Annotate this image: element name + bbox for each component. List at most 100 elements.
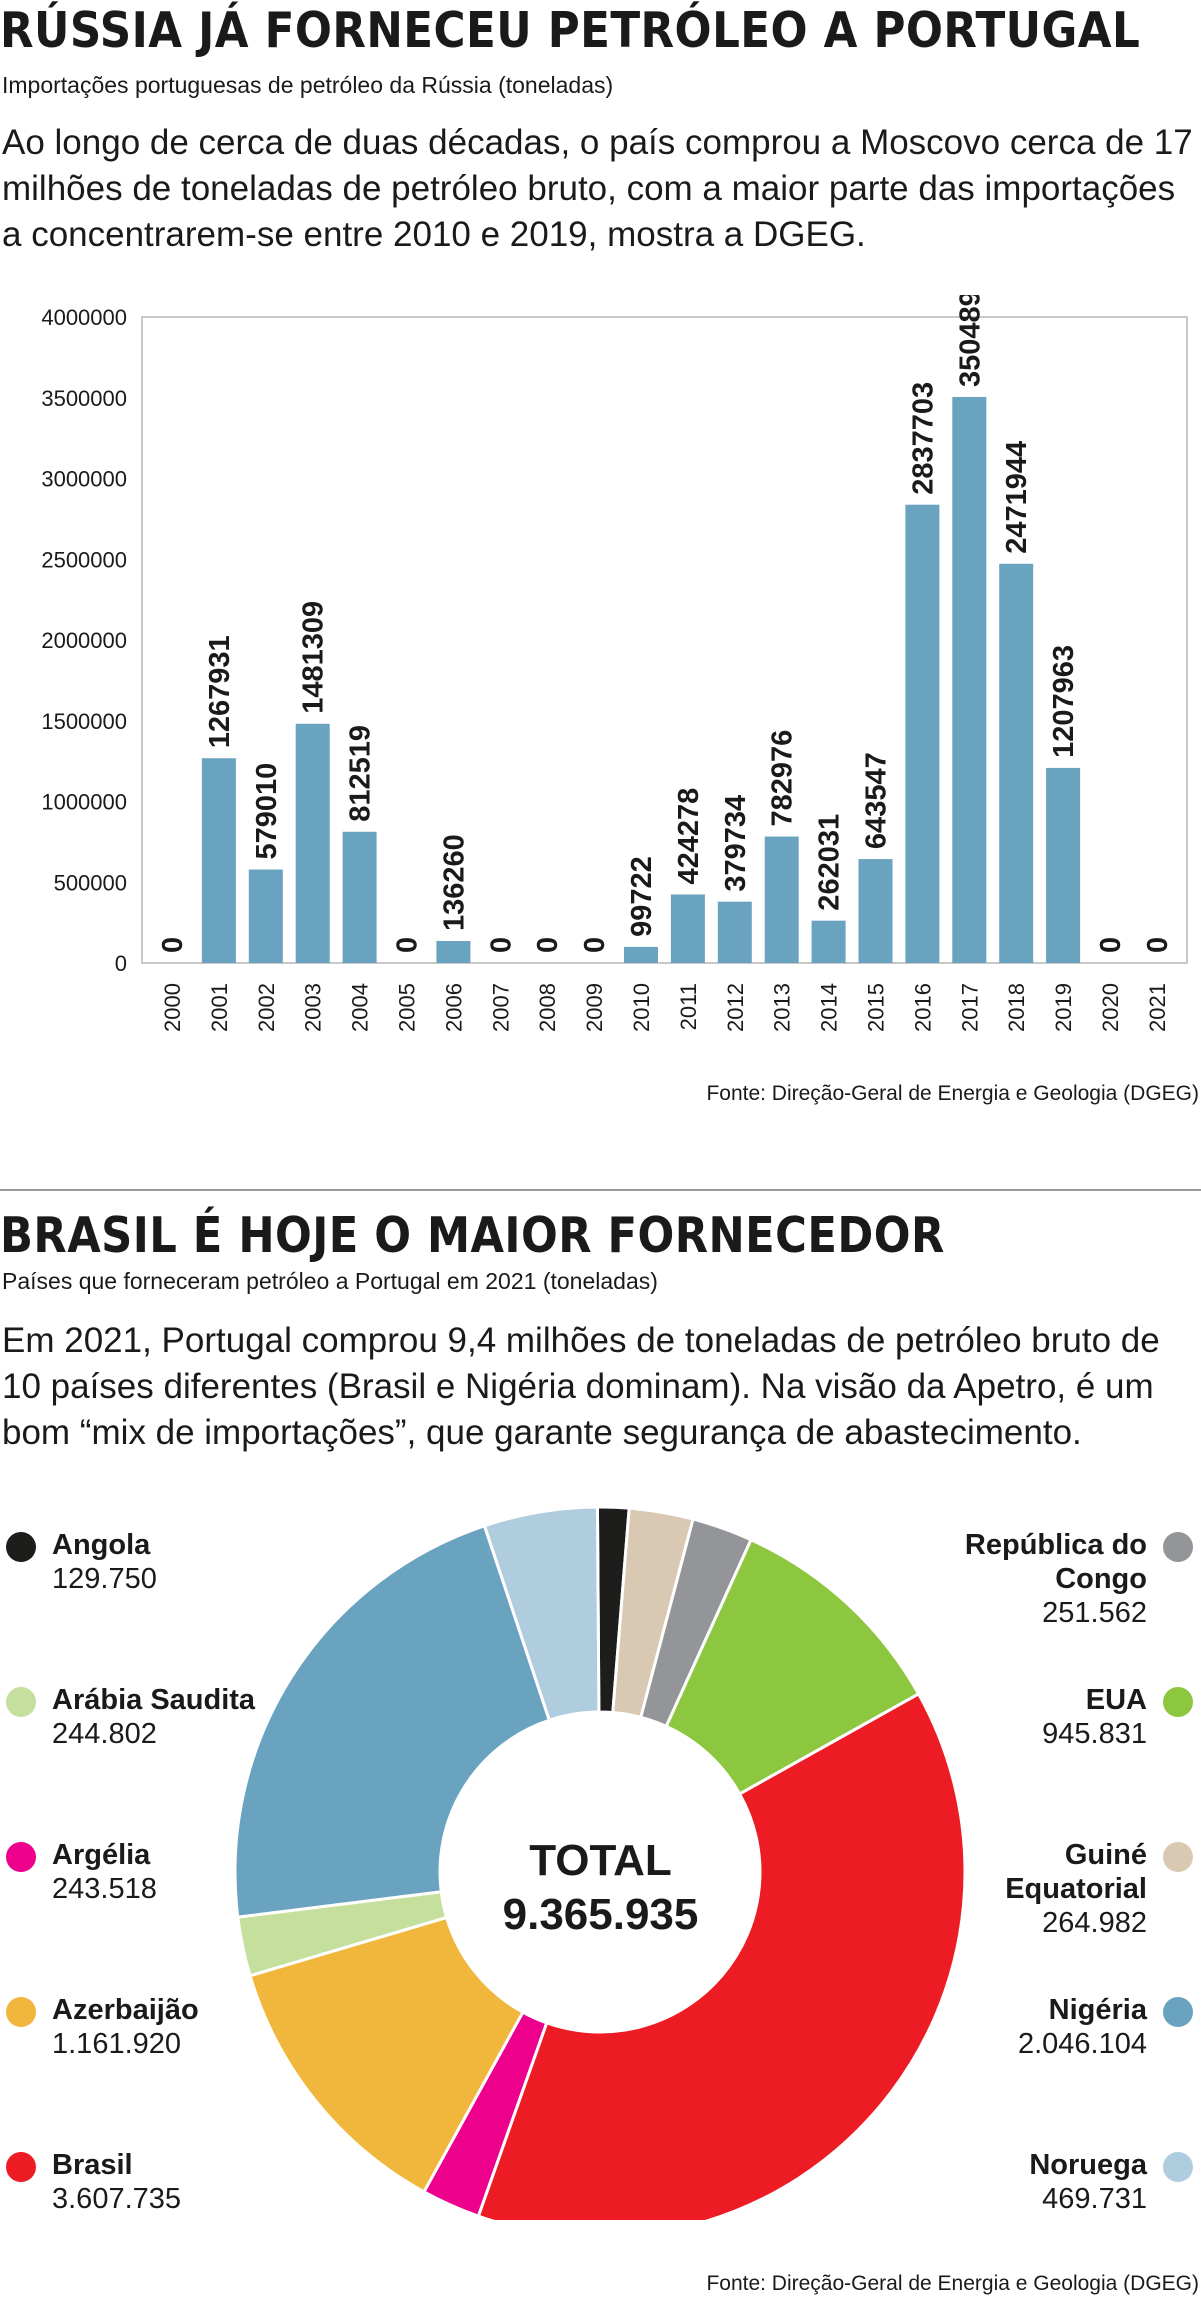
x-tick-label: 2008 [535,983,560,1032]
legend-value: 129.750 [52,1563,157,1595]
bar [764,836,799,963]
legend-name: EUA [1085,1684,1147,1716]
x-tick-label: 2002 [254,983,279,1032]
bar-value-label: 424278 [673,788,705,885]
legend-swatch [1163,1532,1193,1562]
legend-item: Brasil 3.607.735 [0,2148,332,2216]
x-tick-label: 2009 [582,983,607,1032]
bar [952,396,987,963]
x-tick-label: 2017 [957,983,982,1032]
legend-name: Noruega [1029,2149,1147,2181]
pie-slice [664,1537,921,1796]
legend-name: Nigéria [1048,1994,1147,2026]
x-tick-label: 2014 [817,983,842,1032]
x-tick-label: 2016 [910,983,935,1032]
x-tick-label: 2007 [488,983,513,1032]
legend-name: República do Congo [964,1529,1147,1595]
bar-value-label: 0 [485,937,517,953]
legend-value: 243.518 [52,1873,157,1905]
bar [248,869,283,963]
bar-value-label: 782976 [767,730,799,827]
bar-value-label: 2837703 [907,382,939,495]
section2-lede: Em 2021, Portugal comprou 9,4 milhões de… [2,1321,1160,1452]
legend-swatch [6,1532,36,1562]
y-tick-label: 0 [115,951,127,976]
legend-swatch [6,1687,36,1717]
bar-value-label: 1267931 [204,635,236,748]
bar-value-label: 643547 [861,752,893,849]
x-tick-label: 2011 [676,983,701,1030]
bar [811,920,846,963]
x-tick-label: 2004 [348,983,373,1032]
bar [436,940,471,963]
bar [342,831,377,963]
x-tick-label: 2013 [770,983,795,1032]
bar-value-label: 0 [392,937,424,953]
section2-source: Fonte: Direção-Geral de Energia e Geolog… [706,2272,1199,2295]
section2-subtitle: Países que forneceram petróleo a Portuga… [2,1268,658,1294]
bar-value-label: 0 [1142,937,1174,953]
section1-subtitle: Importações portuguesas de petróleo da R… [2,72,614,98]
pie-slice [233,1523,552,1919]
bar-value-label: 0 [579,937,611,953]
x-tick-label: 2005 [395,983,420,1032]
legend-item: EUA 945.831 [867,1683,1201,1751]
y-tick-label: 1500000 [41,709,127,734]
y-tick-label: 4000000 [41,305,127,330]
y-tick-label: 500000 [54,870,127,895]
legend-swatch [1163,1687,1193,1717]
legend-item: Arábia Saudita 244.802 [0,1683,332,1751]
x-tick-label: 2006 [441,983,466,1032]
x-tick-label: 2010 [629,983,654,1032]
bar [201,758,236,963]
bar-value-label: 262031 [814,814,846,911]
bar-value-label: 3504892 [954,295,986,387]
legend-name: Brasil [52,2149,133,2181]
legend-swatch [1163,2152,1193,2182]
legend-value: 3.607.735 [52,2183,182,2215]
legend-name: Argélia [52,1839,151,1871]
pie-slice [476,1691,967,2220]
bar-value-label: 812519 [345,725,377,822]
legend-value: 264.982 [1042,1907,1147,1939]
x-tick-label: 2019 [1051,983,1076,1032]
bar [858,859,893,963]
legend-name: Guiné Equatorial [1005,1839,1147,1905]
legend-item: Guiné Equatorial 264.982 [887,1838,1201,1940]
donut-chart [233,1505,967,2220]
legend-item: Nigéria 2.046.104 [867,1993,1201,2061]
bar-value-label: 99722 [626,856,658,937]
legend-value: 244.802 [52,1718,157,1750]
bar-value-label: 379734 [720,795,752,892]
legend-name: Angola [52,1529,151,1561]
x-tick-label: 2021 [1145,983,1170,1032]
x-tick-label: 2018 [1004,983,1029,1032]
bar [624,946,658,963]
bar [905,504,940,963]
legend-swatch [1163,1842,1193,1872]
x-tick-label: 2000 [160,983,185,1032]
bar-value-label: 1481309 [298,601,330,714]
bar [999,563,1034,963]
bar [1046,767,1081,963]
bar-value-label: 0 [157,937,189,953]
bar-value-label: 579010 [251,763,283,860]
bar-value-label: 1207963 [1048,645,1080,758]
bar-value-label: 0 [532,937,564,953]
legend-item: Argélia 243.518 [0,1838,332,1906]
legend-swatch [6,1842,36,1872]
pie-slice [482,1505,601,1723]
section-divider [0,1189,1201,1191]
bar [717,901,752,963]
section2-title: BRASIL É HOJE O MAIOR FORNECEDOR [0,1207,945,1264]
x-tick-label: 2012 [723,983,748,1032]
legend-swatch [6,2152,36,2182]
legend-swatch [1163,1997,1193,2027]
plot-frame [141,316,1188,964]
bar [670,894,705,963]
pie-slice [248,1915,525,2194]
legend-value: 2.046.104 [1017,2028,1147,2060]
y-tick-label: 2500000 [41,547,127,572]
bar-value-label: 0 [1095,937,1127,953]
legend-value: 1.161.920 [52,2028,182,2060]
